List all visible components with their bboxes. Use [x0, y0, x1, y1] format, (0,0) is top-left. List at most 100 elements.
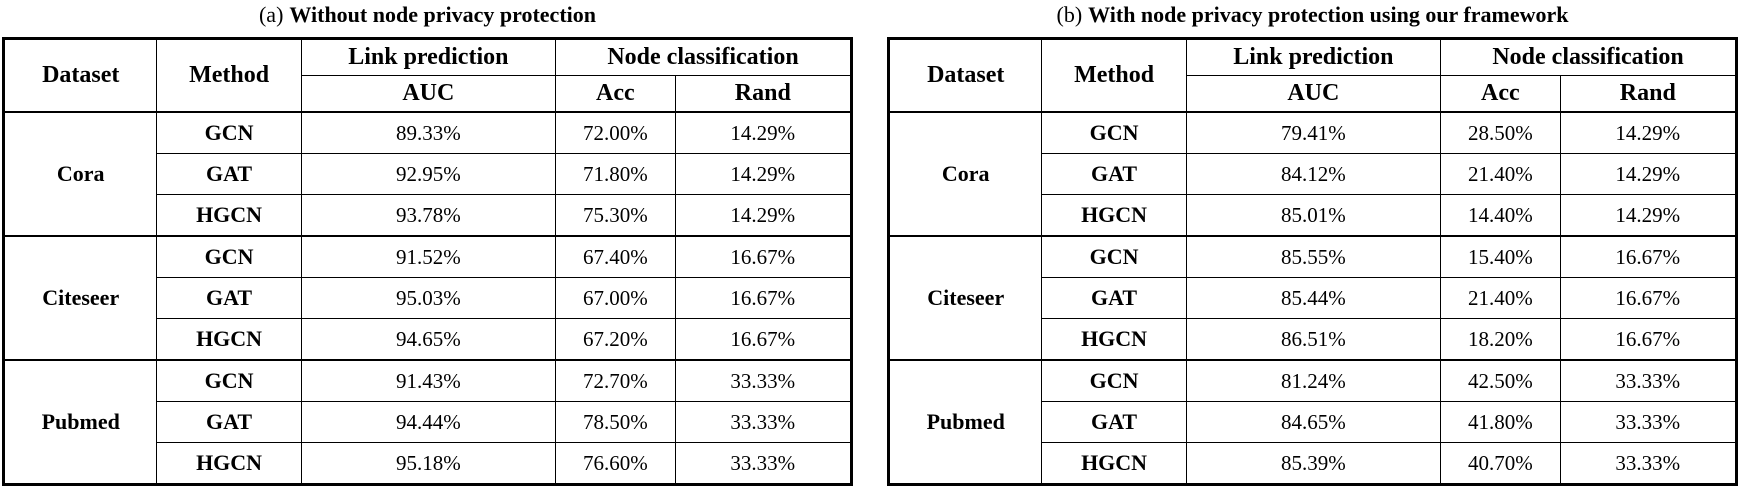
acc-value: 67.00%: [555, 277, 676, 319]
rand-value: 33.33%: [1559, 442, 1738, 485]
acc-value: 42.50%: [1440, 359, 1561, 402]
table-row: GAT 94.44% 78.50% 33.33%: [4, 401, 853, 443]
method-cell: HGCN: [1041, 442, 1187, 485]
rand-value: 16.67%: [674, 318, 853, 361]
table-row: GAT 84.12% 21.40% 14.29%: [889, 153, 1738, 195]
method-cell: HGCN: [156, 318, 302, 361]
rand-value: 14.29%: [1559, 153, 1738, 195]
rand-value: 16.67%: [1559, 277, 1738, 319]
table-row: GAT 85.44% 21.40% 16.67%: [889, 277, 1738, 319]
acc-value: 76.60%: [555, 442, 676, 485]
method-cell: HGCN: [1041, 194, 1187, 237]
acc-value: 21.40%: [1440, 153, 1561, 195]
dataset-cell: Citeseer: [2, 235, 158, 361]
acc-value: 67.40%: [555, 235, 676, 278]
results-tables-page: (a) Without node privacy protection Datas…: [2, 0, 1738, 486]
rand-value: 33.33%: [674, 401, 853, 443]
col-header-auc: AUC: [1185, 75, 1442, 113]
acc-value: 72.00%: [555, 111, 676, 154]
rand-value: 14.29%: [1559, 111, 1738, 154]
acc-value: 14.40%: [1440, 194, 1561, 237]
auc-value: 84.65%: [1185, 401, 1442, 443]
results-table-with-protection: Dataset Method Link prediction Node clas…: [887, 37, 1738, 486]
rand-value: 14.29%: [674, 153, 853, 195]
auc-value: 94.65%: [300, 318, 557, 361]
acc-value: 40.70%: [1440, 442, 1561, 485]
col-header-node-classification: Node classification: [1440, 38, 1737, 76]
acc-value: 75.30%: [555, 194, 676, 237]
auc-value: 79.41%: [1185, 111, 1442, 154]
table-row: Pubmed GCN 91.43% 72.70% 33.33%: [2, 359, 853, 485]
table-row: Citeseer GCN 91.52% 67.40% 16.67%: [2, 235, 853, 361]
method-cell: GAT: [156, 153, 302, 195]
auc-value: 85.01%: [1185, 194, 1442, 237]
method-cell: GAT: [156, 277, 302, 319]
table-row: GAT 84.65% 41.80% 33.33%: [889, 401, 1738, 443]
auc-value: 93.78%: [300, 194, 557, 237]
table-row: GAT 95.03% 67.00% 16.67%: [4, 277, 853, 319]
auc-value: 84.12%: [1185, 153, 1442, 195]
caption-text: Without node privacy protection: [289, 2, 596, 27]
method-cell: GCN: [1041, 111, 1187, 154]
col-header-auc: AUC: [300, 75, 557, 113]
col-header-rand: Rand: [674, 75, 853, 113]
auc-value: 85.39%: [1185, 442, 1442, 485]
table-row: Cora GCN 79.41% 28.50% 14.29%: [887, 111, 1738, 237]
rand-value: 33.33%: [1559, 401, 1738, 443]
acc-value: 72.70%: [555, 359, 676, 402]
table-row: Cora GCN 89.33% 72.00% 14.29%: [2, 111, 853, 237]
dataset-cell: Pubmed: [2, 359, 158, 485]
method-cell: GAT: [1041, 277, 1187, 319]
table-row: GAT 92.95% 71.80% 14.29%: [4, 153, 853, 195]
col-header-method: Method: [156, 38, 302, 113]
auc-value: 85.55%: [1185, 235, 1442, 278]
rand-value: 14.29%: [674, 194, 853, 237]
method-cell: GCN: [156, 359, 302, 402]
method-cell: GCN: [1041, 235, 1187, 278]
auc-value: 91.43%: [300, 359, 557, 402]
auc-value: 94.44%: [300, 401, 557, 443]
table-row: HGCN 85.39% 40.70% 33.33%: [889, 442, 1738, 485]
auc-value: 85.44%: [1185, 277, 1442, 319]
acc-value: 71.80%: [555, 153, 676, 195]
table-row: HGCN 86.51% 18.20% 16.67%: [889, 318, 1738, 361]
col-header-node-classification: Node classification: [555, 38, 852, 76]
acc-value: 28.50%: [1440, 111, 1561, 154]
col-header-rand: Rand: [1559, 75, 1738, 113]
method-cell: HGCN: [1041, 318, 1187, 361]
auc-value: 95.18%: [300, 442, 557, 485]
dataset-cell: Pubmed: [887, 359, 1043, 485]
auc-value: 92.95%: [300, 153, 557, 195]
method-cell: GAT: [1041, 401, 1187, 443]
col-header-dataset: Dataset: [887, 38, 1043, 113]
results-table-without-protection: Dataset Method Link prediction Node clas…: [2, 37, 853, 486]
auc-value: 91.52%: [300, 235, 557, 278]
dataset-cell: Cora: [2, 111, 158, 237]
auc-value: 86.51%: [1185, 318, 1442, 361]
method-cell: GCN: [156, 235, 302, 278]
rand-value: 33.33%: [1559, 359, 1738, 402]
panel-with-protection: (b) With node privacy protection using ou…: [887, 0, 1738, 486]
rand-value: 16.67%: [674, 277, 853, 319]
dataset-cell: Citeseer: [887, 235, 1043, 361]
method-cell: GCN: [1041, 359, 1187, 402]
auc-value: 95.03%: [300, 277, 557, 319]
method-cell: GAT: [1041, 153, 1187, 195]
rand-value: 33.33%: [674, 442, 853, 485]
method-cell: HGCN: [156, 194, 302, 237]
table-row: Citeseer GCN 85.55% 15.40% 16.67%: [887, 235, 1738, 361]
col-header-dataset: Dataset: [2, 38, 158, 113]
rand-value: 14.29%: [1559, 194, 1738, 237]
table-caption-b: (b) With node privacy protection using ou…: [887, 0, 1738, 30]
auc-value: 89.33%: [300, 111, 557, 154]
rand-value: 16.67%: [674, 235, 853, 278]
rand-value: 14.29%: [674, 111, 853, 154]
method-cell: HGCN: [156, 442, 302, 485]
caption-text: With node privacy protection using our f…: [1088, 2, 1569, 27]
method-cell: GAT: [156, 401, 302, 443]
col-header-link-prediction: Link prediction: [300, 38, 557, 76]
table-row: HGCN 94.65% 67.20% 16.67%: [4, 318, 853, 361]
rand-value: 16.67%: [1559, 235, 1738, 278]
acc-value: 21.40%: [1440, 277, 1561, 319]
acc-value: 78.50%: [555, 401, 676, 443]
